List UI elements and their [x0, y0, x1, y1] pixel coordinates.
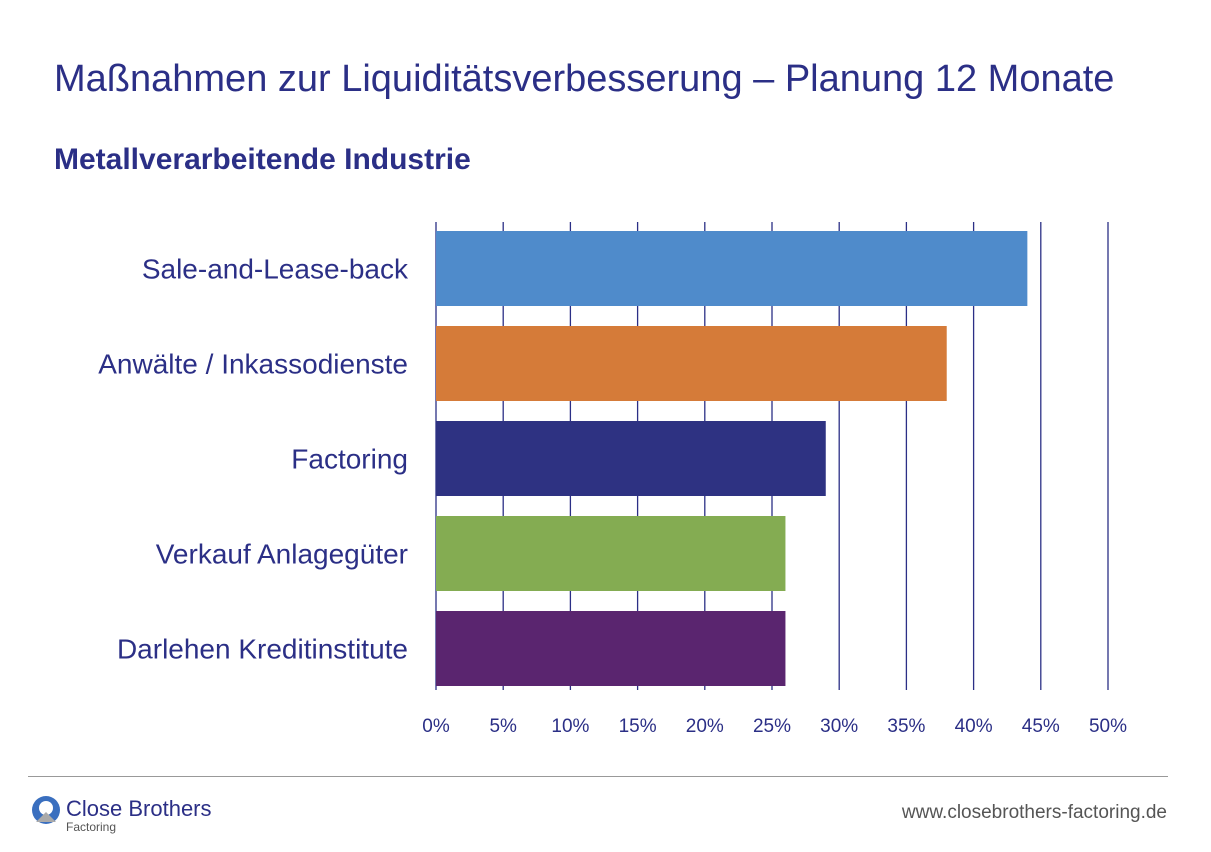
x-tick-label: 40%	[955, 716, 993, 737]
bar	[436, 231, 1028, 306]
category-label: Verkauf Anlagegüter	[156, 539, 408, 570]
x-tick-label: 10%	[551, 716, 589, 737]
bar	[436, 611, 786, 686]
bar	[436, 326, 947, 401]
logo-sub: Factoring	[66, 820, 116, 834]
bar-chart: 0% 5% 10% 15% 20% 25% 30% 35% 40% 45% 50% Sale-and-…	[98, 222, 1127, 737]
x-tick-label: 20%	[686, 716, 724, 737]
x-tick-label: 15%	[619, 716, 657, 737]
x-tick-label: 5%	[489, 716, 517, 737]
category-label: Sale-and-Lease-back	[142, 254, 409, 285]
logo-icon: Close Brothers Factoring	[32, 796, 212, 834]
bar	[436, 421, 826, 496]
category-label: Anwälte / Inkassodienste	[98, 349, 408, 380]
footer-divider	[28, 776, 1168, 777]
x-tick-label: 50%	[1089, 716, 1127, 737]
category-label: Factoring	[291, 444, 408, 475]
chart-title: Maßnahmen zur Liquiditätsverbesserung – …	[54, 58, 1115, 100]
x-tick-label: 25%	[753, 716, 791, 737]
close-brothers-logo: Close Brothers Factoring	[30, 794, 230, 839]
logo-brand: Close Brothers	[66, 796, 212, 821]
x-tick-label: 45%	[1022, 716, 1060, 737]
x-tick-label: 30%	[820, 716, 858, 737]
bar	[436, 516, 786, 591]
category-label: Darlehen Kreditinstitute	[117, 634, 408, 665]
website-url: www.closebrothers-factoring.de	[901, 802, 1167, 823]
x-tick-label: 35%	[887, 716, 925, 737]
chart-subtitle: Metallverarbeitende Industrie	[54, 143, 471, 176]
x-tick-label: 0%	[422, 716, 450, 737]
